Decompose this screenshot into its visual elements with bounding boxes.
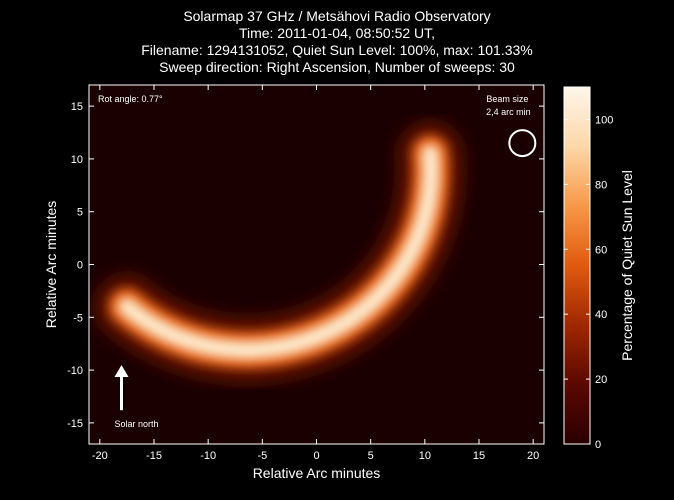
colorbar-tick-label: 100 (595, 114, 613, 126)
y-tick-label: 10 (71, 154, 83, 166)
y-tick-label: -15 (67, 418, 83, 430)
y-tick-label: -5 (73, 312, 83, 324)
y-tick-label: 15 (71, 101, 83, 113)
x-tick-label: 15 (473, 450, 485, 462)
x-tick-label: -15 (146, 450, 162, 462)
solar-north-arrow-head (114, 364, 129, 377)
y-axis-ticks: -15 -10 -5 0 5 10 15 (67, 101, 544, 430)
chart-title: Solarmap 37 GHz / Metsähovi Radio Observ… (183, 8, 491, 24)
beam-size-value: 2,4 arc min (486, 107, 531, 117)
chart-filename: Filename: 1294131052, Quiet Sun Level: 1… (141, 42, 533, 58)
x-tick-label: 5 (368, 450, 374, 462)
beam-circle (508, 129, 537, 158)
chart-time: Time: 2011-01-04, 08:50:52 UT, (238, 25, 436, 41)
x-axis-label: Relative Arc minutes (253, 465, 381, 481)
colorbar-tick-label: 40 (595, 309, 607, 321)
emission-arc-core (117, 144, 441, 360)
y-tick-label: 5 (77, 207, 83, 219)
chart-sweep: Sweep direction: Right Ascension, Number… (159, 59, 515, 75)
y-tick-label: -10 (67, 365, 83, 377)
colorbar-ticks: 0 20 40 60 80 100 (564, 114, 613, 451)
solar-north-label: Solar north (114, 419, 158, 429)
colorbar-tick-label: 20 (595, 374, 607, 386)
colorbar-tick-label: 80 (595, 179, 607, 191)
chart-header: Solarmap 37 GHz / Metsähovi Radio Observ… (0, 8, 674, 76)
x-tick-label: 20 (527, 450, 539, 462)
beam-size-label: Beam size (486, 94, 528, 104)
rot-angle-label: Rot angle: 0.77° (98, 94, 163, 104)
x-axis-ticks: -20 -15 -10 -5 0 5 10 15 20 (92, 85, 539, 462)
colorbar-tick-label: 0 (595, 439, 601, 451)
x-tick-label: -10 (200, 450, 216, 462)
x-tick-label: -5 (257, 450, 267, 462)
x-tick-label: -20 (92, 450, 108, 462)
y-tick-label: 0 (77, 260, 83, 272)
x-tick-label: 10 (419, 450, 431, 462)
colorbar-label: Percentage of Quiet Sun Level (619, 170, 635, 361)
x-tick-label: 0 (313, 450, 319, 462)
colorbar (563, 86, 591, 445)
colorbar-tick-label: 60 (595, 244, 607, 256)
y-axis-label: Relative Arc minutes (43, 201, 59, 329)
plot-area (89, 85, 544, 444)
